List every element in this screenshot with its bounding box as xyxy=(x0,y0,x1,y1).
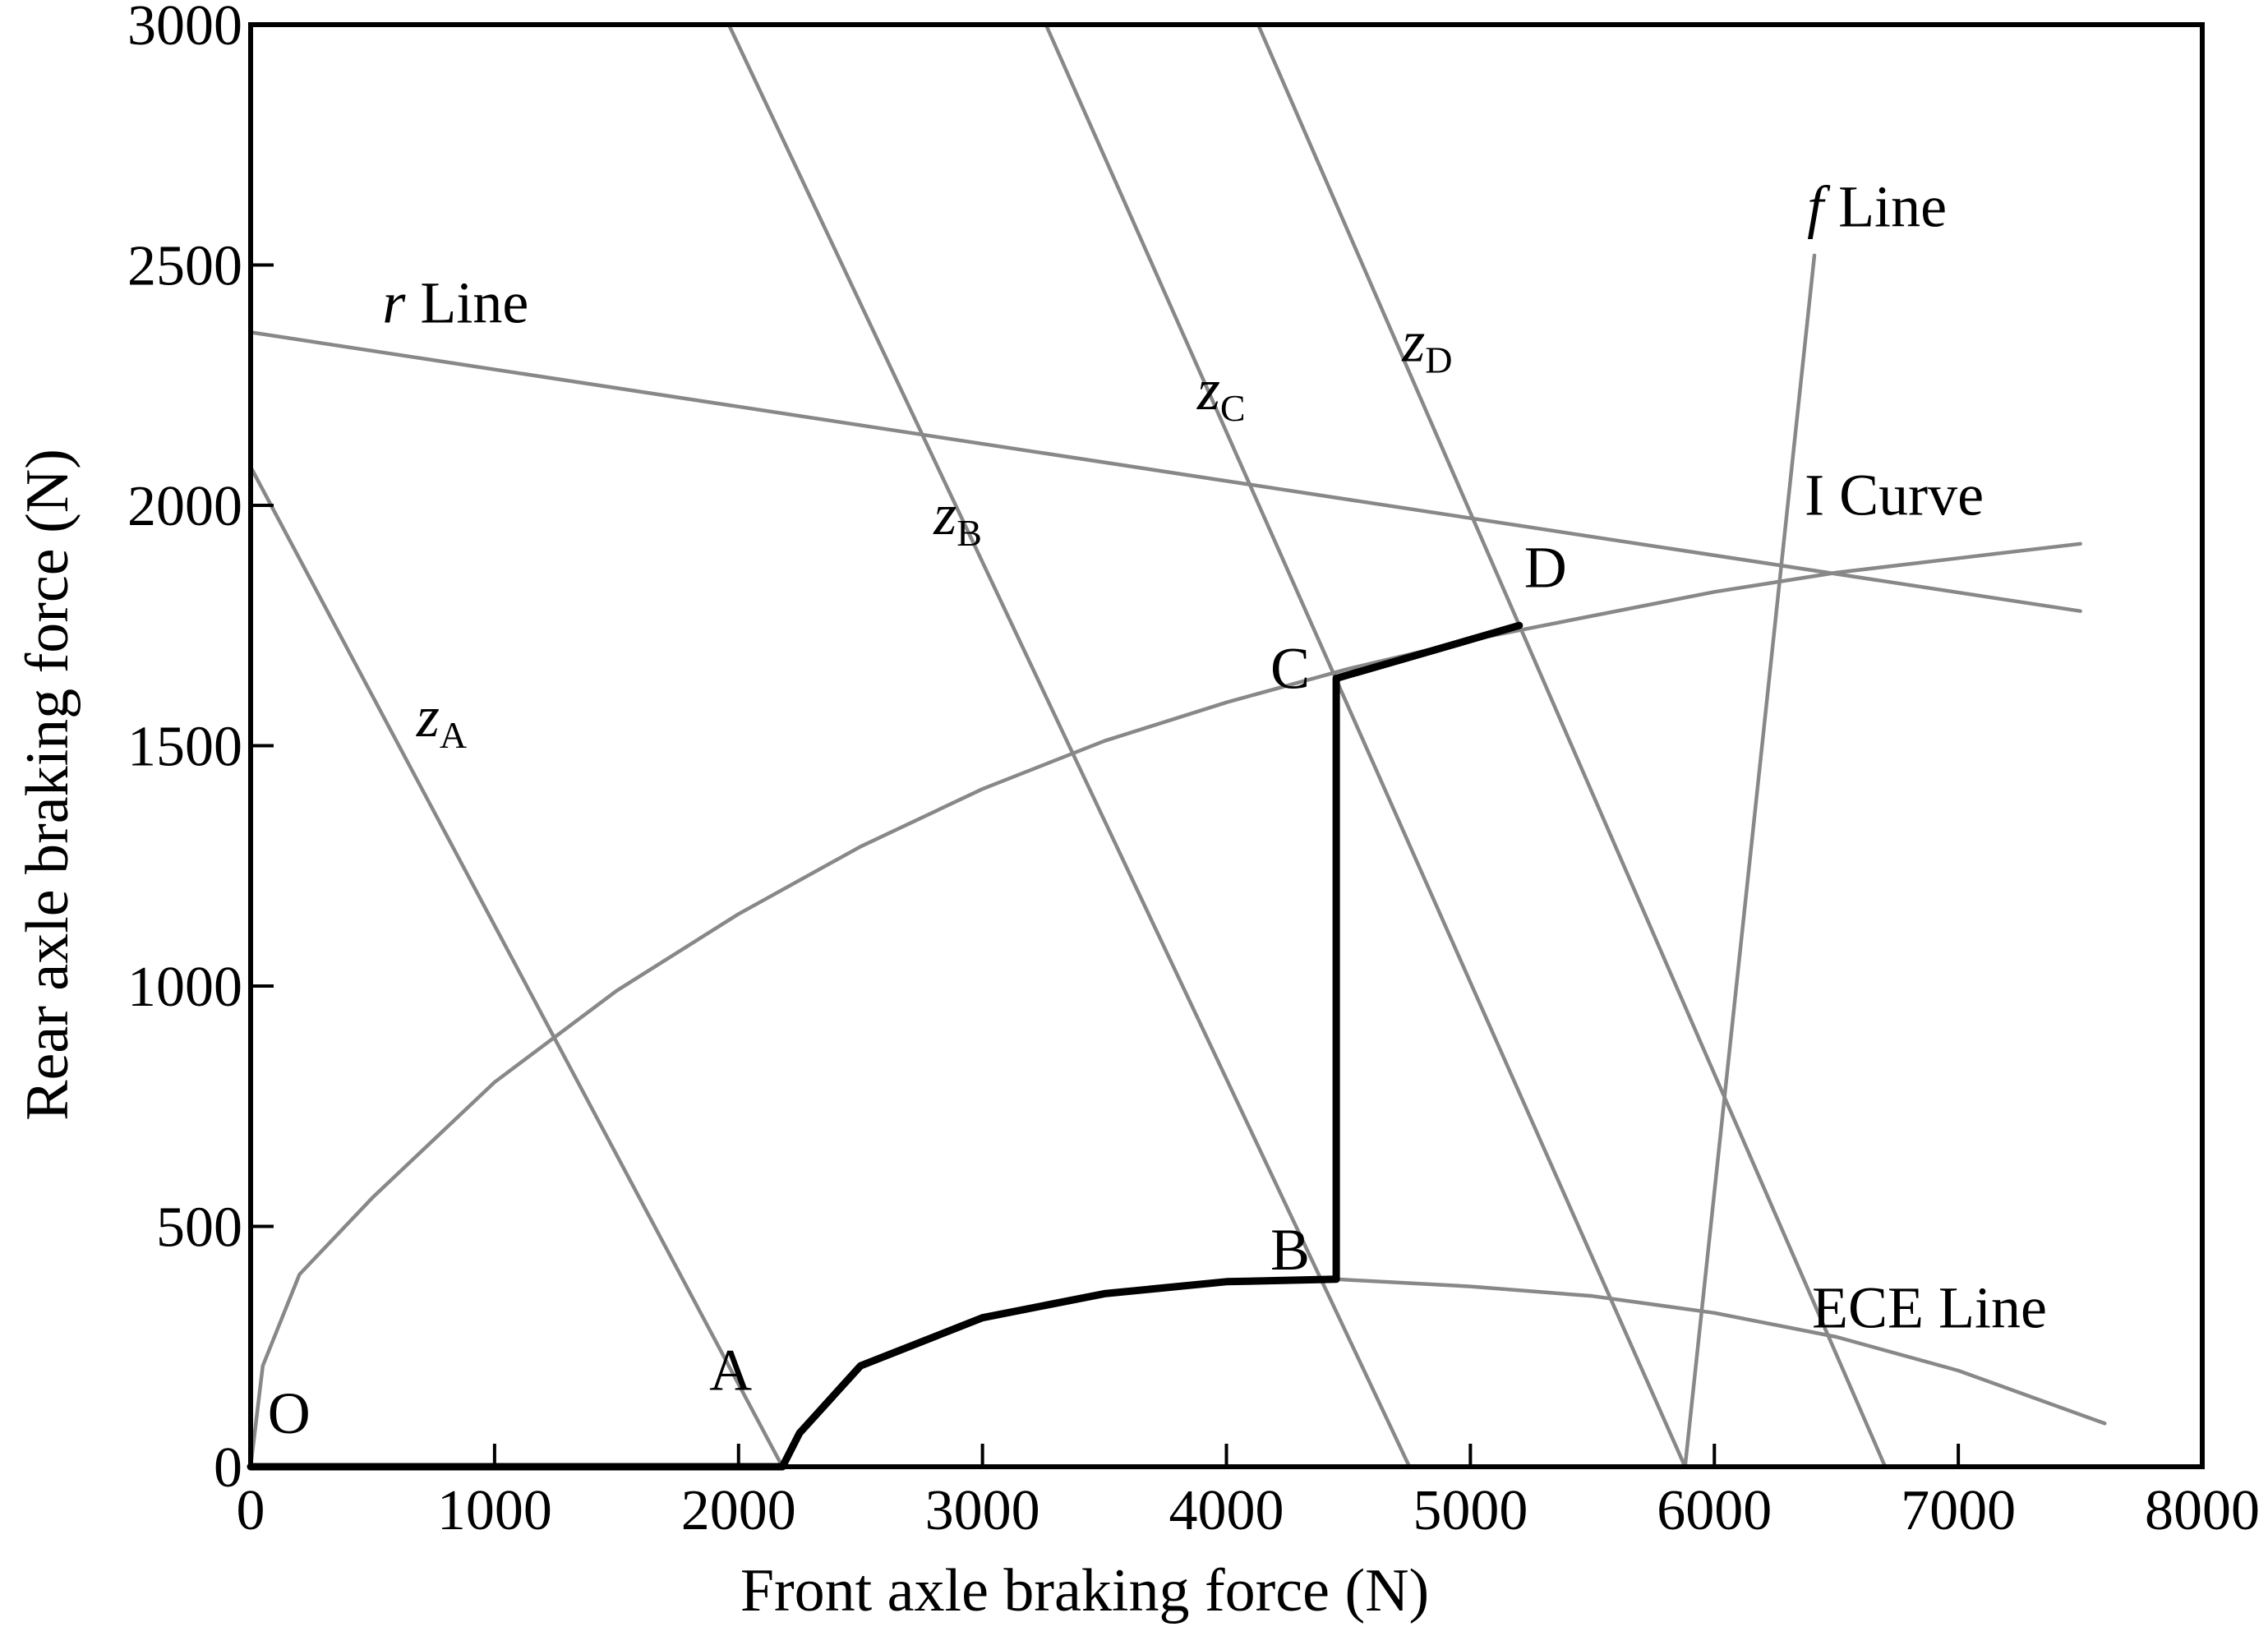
series-r xyxy=(248,330,2082,613)
annotation-label: O xyxy=(268,1380,311,1446)
series-zC xyxy=(1044,22,1687,1469)
y-tick-label: 1500 xyxy=(127,716,242,779)
annotation-label: zB xyxy=(933,482,982,554)
annotation-label: r Line xyxy=(382,270,528,336)
reference-lines xyxy=(248,22,2107,1469)
x-tick-label: 7000 xyxy=(1901,1479,2016,1542)
x-tick-label: 8000 xyxy=(2145,1479,2260,1542)
x-tick-label: 2000 xyxy=(681,1479,796,1542)
y-tick-label: 2000 xyxy=(127,475,242,538)
x-tick-label: 1000 xyxy=(437,1479,552,1542)
annotations: O A B C DzA zB zC zD r Line f Line I Curve ECE Line xyxy=(268,174,2047,1446)
annotation-label: B xyxy=(1270,1217,1310,1283)
y-tick-label: 500 xyxy=(156,1196,242,1260)
y-tick-label: 1000 xyxy=(127,956,242,1019)
series-f xyxy=(1683,253,1817,1469)
y-tick-label: 0 xyxy=(214,1436,242,1500)
x-tick-label: 0 xyxy=(237,1479,265,1542)
series-zB xyxy=(726,22,1412,1469)
y-tick-label: 3000 xyxy=(127,0,242,58)
series-zA xyxy=(248,464,785,1469)
annotation-label: I Curve xyxy=(1805,463,1984,528)
annotation-label: A xyxy=(709,1337,752,1403)
series-zD xyxy=(1256,22,1888,1469)
x-tick-label: 5000 xyxy=(1413,1479,1528,1542)
x-tick-label: 4000 xyxy=(1169,1479,1284,1542)
series-I xyxy=(248,541,2082,1469)
x-axis-label: Front axle braking force (N) xyxy=(740,1557,1429,1624)
annotation-label: zC xyxy=(1196,357,1246,429)
series-ECE xyxy=(1334,1277,2107,1426)
series-path xyxy=(247,621,1524,1471)
braking-path xyxy=(247,621,1524,1471)
axis-ticks: 0 1000 2000 3000 4000 5000 6000 7000 8000 0 500 100… xyxy=(127,0,2260,1542)
annotation-label: f Line xyxy=(1807,174,1947,240)
y-tick-label: 2500 xyxy=(127,235,242,298)
x-tick-label: 3000 xyxy=(925,1479,1040,1542)
annotation-label: C xyxy=(1270,635,1310,701)
annotation-label: ECE Line xyxy=(1812,1274,2047,1340)
x-tick-label: 6000 xyxy=(1657,1479,1772,1542)
annotation-label: D xyxy=(1524,534,1567,600)
plot-frame xyxy=(248,22,2205,1469)
annotation-label: zA xyxy=(416,684,467,756)
y-axis-label: Rear axle braking force (N) xyxy=(14,449,81,1121)
annotation-label: zD xyxy=(1401,309,1452,381)
